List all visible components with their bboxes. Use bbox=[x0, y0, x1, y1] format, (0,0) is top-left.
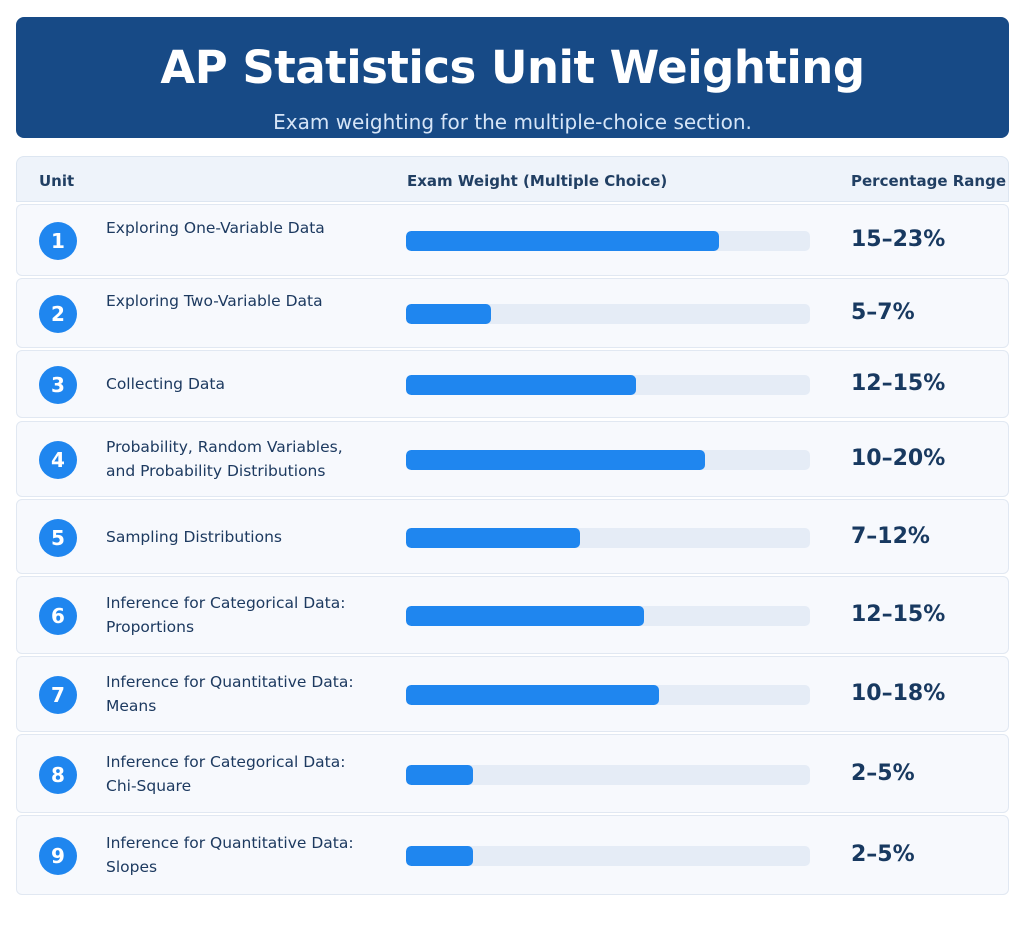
percentage-range-label: 2–5% bbox=[851, 842, 915, 867]
unit-number-badge: 6 bbox=[39, 597, 77, 635]
weight-bar bbox=[406, 685, 659, 705]
weight-bar-track bbox=[406, 304, 810, 324]
weight-bar bbox=[406, 764, 473, 785]
weighting-table: Unit Exam Weight (Multiple Choice) Perce… bbox=[16, 156, 1009, 895]
unit-name-label: Inference for Quantitative Data: Means bbox=[106, 673, 354, 715]
percentage-range-label: 12–15% bbox=[851, 371, 946, 396]
table-row: 7 Inference for Quantitative Data: Means 1… bbox=[16, 656, 1009, 732]
table-row: 4 Probability, Random Variables, and Prob… bbox=[16, 421, 1009, 497]
unit-number-badge: 3 bbox=[39, 366, 77, 404]
page-title: AP Statistics Unit Weighting bbox=[160, 41, 865, 94]
weight-bar-track bbox=[406, 685, 810, 705]
unit-name-label: Sampling Distributions bbox=[106, 527, 282, 546]
unit-name-label: Probability, Random Variables, and Proba… bbox=[106, 438, 343, 480]
weight-bar bbox=[406, 450, 705, 470]
unit-name-label: Exploring One-Variable Data bbox=[106, 219, 325, 237]
weight-bar-track bbox=[406, 527, 810, 548]
table-row: 3 Collecting Data 12–15% bbox=[16, 350, 1009, 418]
unit-number-badge: 9 bbox=[39, 837, 77, 875]
table-row: 5 Sampling Distributions 7–12% bbox=[16, 499, 1009, 574]
weight-bar bbox=[406, 375, 636, 395]
unit-name-label: Inference for Categorical Data: Proporti… bbox=[106, 594, 346, 636]
table-row: 2 Exploring Two-Variable Data 5–7% bbox=[16, 278, 1009, 348]
percentage-range-label: 12–15% bbox=[851, 602, 946, 627]
weight-bar-track bbox=[406, 231, 810, 251]
unit-name-label: Inference for Categorical Data: Chi-Squa… bbox=[106, 752, 346, 795]
percentage-range-label: 10–18% bbox=[851, 681, 946, 706]
weight-bar-track bbox=[406, 846, 810, 866]
percentage-range-label: 10–20% bbox=[851, 446, 946, 471]
header-banner: AP Statistics Unit Weighting Exam weight… bbox=[16, 17, 1009, 138]
table-row: 6 Inference for Categorical Data: Proport… bbox=[16, 576, 1009, 654]
weight-bar bbox=[406, 231, 719, 251]
percentage-range-label: 7–12% bbox=[851, 523, 930, 549]
weight-bar-track bbox=[406, 606, 810, 626]
table-row: 8 Inference for Categorical Data: Chi-Squ… bbox=[16, 734, 1009, 813]
unit-number-badge: 5 bbox=[39, 518, 77, 557]
percentage-range-label: 5–7% bbox=[851, 300, 915, 325]
page-subtitle: Exam weighting for the multiple-choice s… bbox=[273, 110, 752, 134]
percentage-range-label: 15–23% bbox=[851, 227, 946, 252]
unit-name-label: Exploring Two-Variable Data bbox=[106, 292, 323, 310]
column-header-unit: Unit bbox=[39, 172, 75, 190]
unit-number-badge: 1 bbox=[39, 222, 77, 260]
weight-bar bbox=[406, 527, 580, 548]
percentage-range-label: 2–5% bbox=[851, 760, 915, 786]
table-header: Unit Exam Weight (Multiple Choice) Perce… bbox=[16, 156, 1009, 202]
weight-bar-track bbox=[406, 450, 810, 470]
column-header-weight: Exam Weight (Multiple Choice) bbox=[407, 172, 668, 190]
unit-name-label: Inference for Quantitative Data: Slopes bbox=[106, 834, 354, 876]
table-row: 9 Inference for Quantitative Data: Slopes… bbox=[16, 815, 1009, 895]
table-row: 1 Exploring One-Variable Data 15–23% bbox=[16, 204, 1009, 276]
unit-number-badge: 7 bbox=[39, 676, 77, 714]
weight-bar bbox=[406, 846, 473, 866]
unit-number-badge: 4 bbox=[39, 441, 77, 479]
weight-bar bbox=[406, 304, 491, 324]
weight-bar-track bbox=[406, 764, 810, 785]
weight-bar bbox=[406, 606, 644, 626]
unit-name-label: Collecting Data bbox=[106, 375, 225, 393]
weight-bar-track bbox=[406, 375, 810, 395]
unit-number-badge: 2 bbox=[39, 295, 77, 333]
column-header-range: Percentage Range bbox=[851, 172, 1006, 190]
unit-number-badge: 8 bbox=[39, 755, 77, 794]
